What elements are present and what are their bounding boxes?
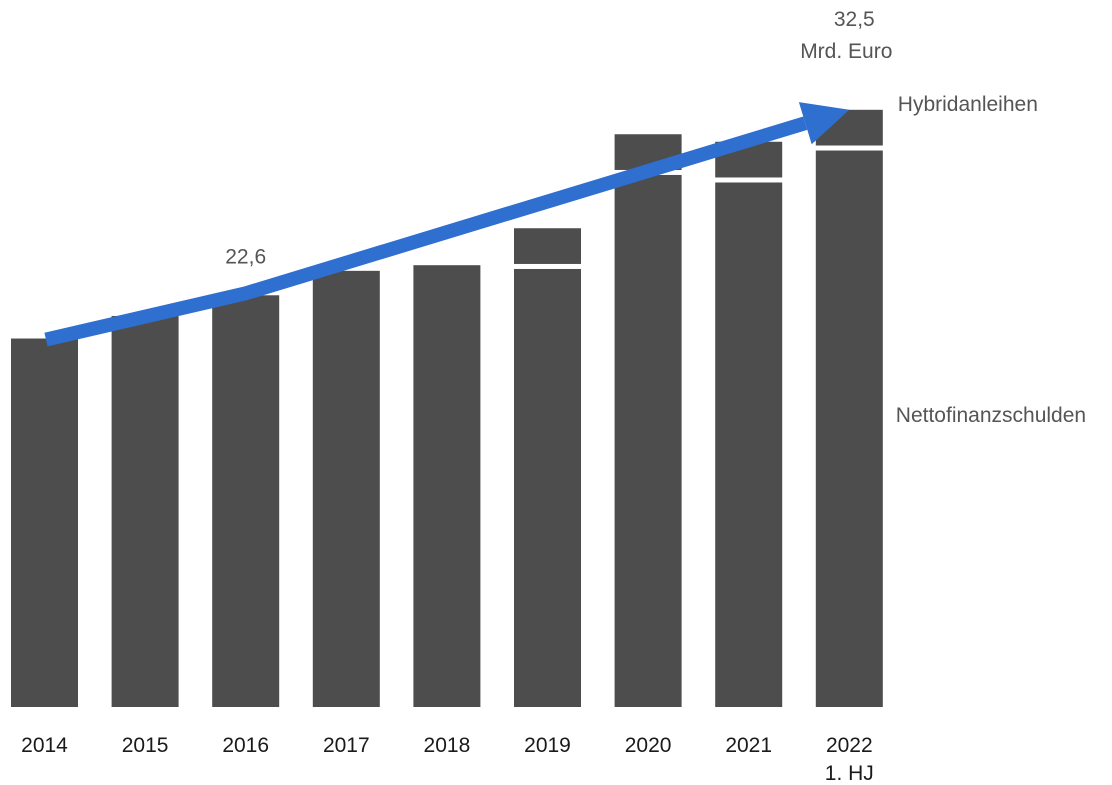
trend-arrow-head (798, 102, 850, 145)
x-tick-label-2018: 2018 (424, 734, 471, 757)
bar-nettofinanzschulden-2017 (312, 270, 380, 707)
bar-nettofinanzschulden-2021 (715, 182, 783, 708)
labels-layer: 2014 2015 2016 2017 2018 2019 2020 2021 2022 1. H… (21, 8, 1086, 785)
data-label-2016: 22,6 (225, 245, 266, 268)
x-tick-label-2017: 2017 (323, 734, 370, 757)
bar-nettofinanzschulden-2016 (212, 295, 280, 707)
data-label-2022: 32,5 (834, 8, 875, 31)
x-tick-label-2015: 2015 (122, 734, 169, 757)
bar-nettofinanzschulden-2018 (413, 265, 481, 707)
data-label-unit-2022: Mrd. Euro (800, 40, 892, 63)
x-tick-label-2014: 2014 (21, 734, 68, 757)
x-tick-label-2020: 2020 (625, 734, 672, 757)
legend-hybridanleihen: Hybridanleihen (898, 93, 1038, 116)
trend-arrow-shaft (44, 116, 808, 347)
x-tick-label-2019: 2019 (524, 734, 571, 757)
x-tick-sublabel-2022: 1. HJ (825, 762, 874, 785)
x-tick-label-2021: 2021 (725, 734, 772, 757)
x-tick-label-2016: 2016 (222, 734, 269, 757)
bar-nettofinanzschulden-2014 (11, 338, 78, 707)
bar-nettofinanzschulden-2019 (514, 268, 581, 707)
bar-nettofinanzschulden-2022 (815, 150, 883, 707)
bar-hybridanleihen-2019 (514, 228, 581, 264)
x-tick-label-2022: 2022 (826, 734, 873, 757)
trend-arrow-layer (44, 102, 850, 347)
bar-nettofinanzschulden-2015 (111, 315, 179, 707)
bar-nettofinanzschulden-2020 (614, 174, 682, 707)
bars-layer (11, 109, 883, 708)
legend-nettofinanzschulden: Nettofinanzschulden (896, 404, 1086, 427)
